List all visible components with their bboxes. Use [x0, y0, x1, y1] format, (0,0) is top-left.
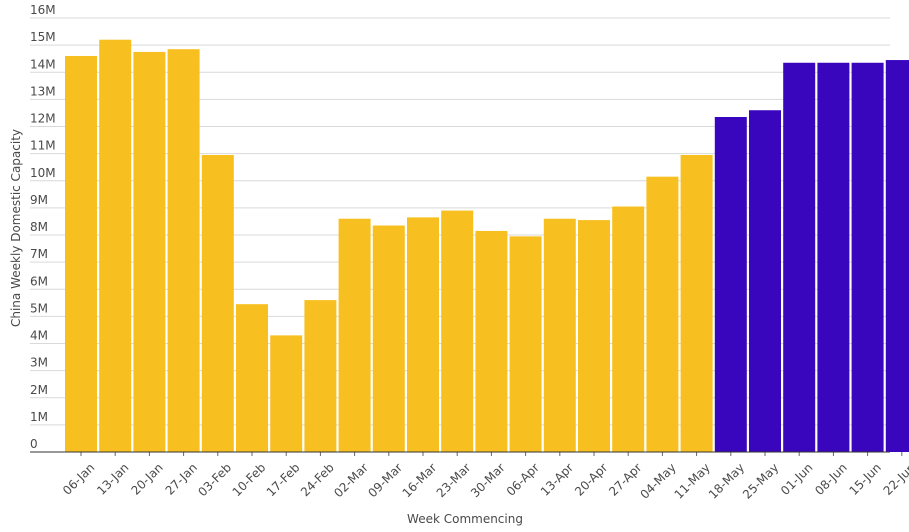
bar-15-Jun: [851, 62, 884, 452]
x-tick-label: 06-Jan: [60, 460, 97, 497]
y-tick-label: 4M: [30, 329, 48, 343]
y-axis-title: China Weekly Domestic Capacity: [9, 129, 23, 327]
bar-22-Jun: [885, 60, 909, 452]
x-tick-label: 03-Feb: [195, 460, 234, 499]
y-tick-label: 7M: [30, 247, 48, 261]
y-tick-label: 12M: [30, 112, 56, 126]
x-tick-label: 01-Jun: [778, 460, 815, 497]
bar-03-Feb: [201, 154, 234, 452]
x-tick-label: 23-Mar: [434, 460, 474, 500]
x-tick-label: 09-Mar: [365, 460, 405, 500]
bar-01-Jun: [783, 62, 816, 452]
x-axis-title: Week Commencing: [407, 512, 523, 526]
bar-06-Jan: [65, 55, 97, 452]
y-tick-label: 1M: [30, 410, 48, 424]
y-tick-label: 14M: [30, 57, 56, 71]
bar-11-May: [680, 154, 713, 452]
bar-27-Jan: [167, 49, 200, 452]
bar-13-Apr: [543, 218, 576, 452]
bar-20-Jan: [133, 51, 166, 452]
bar-27-Apr: [612, 206, 645, 452]
bars: [65, 39, 909, 452]
x-tick-label: 27-Jan: [163, 460, 200, 497]
x-tick-label: 10-Feb: [230, 460, 269, 499]
x-tick-label: 16-Mar: [400, 460, 440, 500]
x-axis-ticks: 06-Jan13-Jan20-Jan27-Jan03-Feb10-Feb17-F…: [60, 452, 909, 502]
y-axis-ticks: 0 1M 2M 3M 4M 5M 6M 7M 8M 9M 10M 11M 12M 13M 14M 15M 16M: [30, 3, 56, 451]
y-tick-label: 16M: [30, 3, 56, 17]
x-tick-label: 08-Jun: [812, 460, 849, 497]
x-tick-label: 15-Jun: [846, 460, 883, 497]
bar-25-May: [749, 110, 781, 452]
x-tick-label: 02-Mar: [331, 460, 371, 500]
bar-24-Feb: [304, 300, 337, 452]
x-tick-label: 06-Apr: [504, 460, 542, 498]
bar-09-Mar: [372, 225, 405, 452]
bar-13-Jan: [99, 39, 132, 452]
y-tick-label: 9M: [30, 193, 48, 207]
bar-08-Jun: [817, 62, 850, 452]
bar-02-Mar: [338, 218, 371, 452]
bar-04-May: [646, 176, 679, 452]
x-tick-label: 30-Mar: [468, 460, 508, 500]
y-tick-label: 11M: [30, 139, 56, 153]
bar-10-Feb: [236, 304, 268, 452]
x-tick-label: 13-Apr: [538, 460, 576, 498]
bar-18-May: [714, 117, 747, 452]
y-tick-label: 8M: [30, 220, 48, 234]
bar-16-Mar: [407, 217, 439, 452]
y-tick-label: 10M: [30, 166, 56, 180]
x-tick-label: 20-Jan: [128, 460, 165, 497]
x-tick-label: 25-May: [740, 460, 781, 501]
x-tick-label: 24-Feb: [298, 460, 337, 499]
y-tick-label: 3M: [30, 356, 48, 370]
y-tick-label: 6M: [30, 274, 48, 288]
x-tick-label: 17-Feb: [264, 460, 303, 499]
x-tick-label: 13-Jan: [94, 460, 131, 497]
y-tick-label: 5M: [30, 301, 48, 315]
x-tick-label: 22-Jun: [881, 460, 909, 497]
bar-17-Feb: [270, 335, 303, 452]
x-tick-label: 18-May: [706, 460, 747, 501]
x-tick-label: 20-Apr: [572, 460, 610, 498]
y-tick-label: 0: [30, 437, 38, 451]
y-tick-label: 15M: [30, 30, 56, 44]
bar-23-Mar: [441, 210, 474, 452]
bar-30-Mar: [475, 230, 508, 452]
y-tick-label: 13M: [30, 84, 56, 98]
bar-06-Apr: [509, 236, 542, 452]
x-tick-label: 04-May: [637, 460, 678, 501]
bar-20-Apr: [578, 220, 610, 452]
x-tick-label: 11-May: [672, 460, 713, 501]
y-tick-label: 2M: [30, 383, 48, 397]
